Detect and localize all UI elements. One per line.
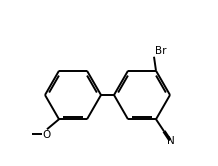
Text: N: N: [167, 136, 174, 146]
Text: Br: Br: [155, 46, 167, 56]
Text: O: O: [42, 130, 50, 140]
